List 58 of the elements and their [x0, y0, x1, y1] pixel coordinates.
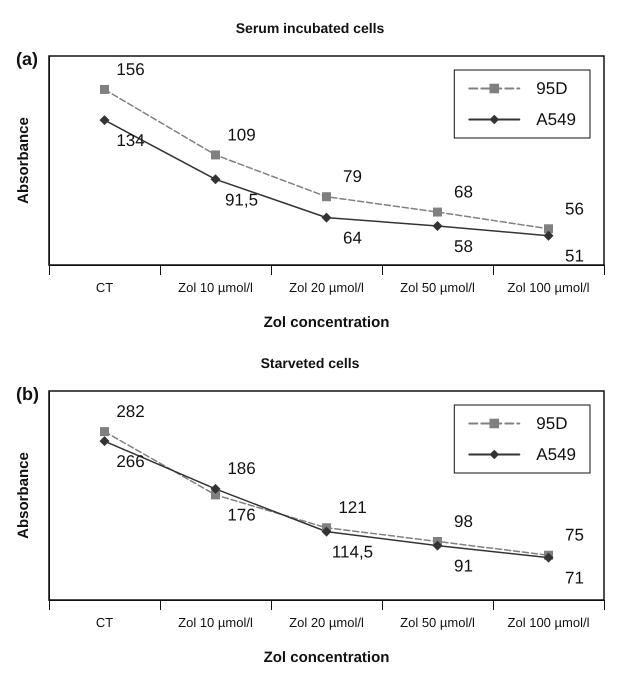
data-label: 176	[227, 505, 256, 524]
x-tick-label: Zol 10 µmol/l	[178, 615, 253, 630]
data-label: 186	[227, 458, 256, 478]
data-label: 91	[454, 556, 473, 576]
x-tick-label: Zol 10 µmol/l	[178, 280, 253, 295]
x-tick-label: Zol 100 µmol/l	[508, 280, 590, 295]
chart-title: Starveted cells	[260, 355, 360, 371]
data-label: 79	[343, 167, 362, 186]
chart-title: Serum incubated cells	[236, 20, 385, 36]
x-axis-title: Zol concentration	[264, 314, 390, 331]
data-label: 68	[454, 182, 473, 202]
point	[322, 192, 331, 202]
data-label: 71	[565, 568, 584, 588]
point	[544, 552, 554, 563]
legend-label: 95D	[536, 414, 568, 433]
data-label: 109	[227, 125, 256, 144]
point	[210, 484, 220, 494]
x-tick-label: Zol 100 µmol/l	[508, 615, 590, 630]
point	[432, 220, 442, 231]
data-label: 51	[565, 246, 584, 266]
data-label: 56	[565, 199, 584, 218]
text: (a)	[16, 49, 38, 69]
text: (b)	[16, 384, 39, 404]
x-axis-title: Zol concentration	[264, 649, 390, 666]
data-label: 282	[116, 402, 145, 422]
data-label: 75	[565, 526, 584, 545]
data-label: 64	[343, 228, 362, 248]
point	[210, 174, 220, 184]
legend-label: A549	[536, 110, 576, 129]
x-tick-label: Zol 20 µmol/l	[289, 280, 364, 295]
point	[322, 212, 332, 223]
x-tick-label: Zol 20 µmol/l	[289, 615, 364, 630]
data-label: 266	[116, 452, 145, 472]
data-label: 114,5	[332, 542, 374, 562]
legend-label: 95D	[536, 79, 568, 98]
x-tick-label: CT	[96, 280, 114, 295]
data-label: 58	[454, 236, 473, 256]
y-axis-title: Absorbance	[15, 452, 32, 539]
point	[322, 526, 332, 537]
point	[100, 84, 109, 94]
data-label: 98	[454, 512, 473, 531]
x-tick-label: CT	[96, 615, 114, 630]
point	[433, 208, 442, 217]
y-axis-title: Absorbance	[15, 117, 32, 204]
point	[100, 436, 110, 446]
point	[100, 427, 109, 436]
data-label: 121	[338, 498, 367, 518]
data-label: 134	[116, 131, 145, 150]
point	[432, 540, 442, 551]
x-tick-label: Zol 50 µmol/l	[400, 615, 475, 630]
x-tick-label: Zol 50 µmol/l	[400, 280, 475, 295]
point	[544, 224, 553, 234]
point	[100, 115, 110, 126]
point	[544, 230, 554, 241]
data-label: 91,5	[224, 190, 258, 210]
point	[211, 150, 220, 160]
legend-label: A549	[536, 445, 576, 464]
data-label: 156	[116, 60, 145, 79]
